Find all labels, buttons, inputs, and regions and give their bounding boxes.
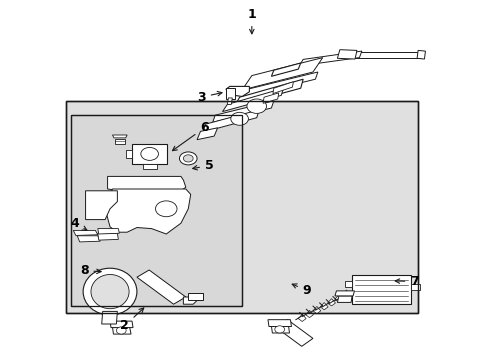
Polygon shape xyxy=(263,93,278,103)
Text: 3: 3 xyxy=(197,91,222,104)
Polygon shape xyxy=(334,295,342,302)
Polygon shape xyxy=(305,310,313,318)
Bar xyxy=(71,115,242,306)
Polygon shape xyxy=(234,79,303,106)
Circle shape xyxy=(246,99,266,113)
Text: 9: 9 xyxy=(292,284,311,297)
Polygon shape xyxy=(107,176,185,193)
Bar xyxy=(71,115,242,306)
Polygon shape xyxy=(342,291,349,298)
Polygon shape xyxy=(320,302,327,310)
Polygon shape xyxy=(299,51,361,66)
Polygon shape xyxy=(272,82,293,94)
Polygon shape xyxy=(225,86,249,96)
Polygon shape xyxy=(410,284,419,290)
Text: 2: 2 xyxy=(120,308,143,332)
Polygon shape xyxy=(85,191,117,220)
Polygon shape xyxy=(142,164,156,169)
Circle shape xyxy=(179,152,197,165)
Text: 6: 6 xyxy=(172,121,208,151)
Polygon shape xyxy=(312,306,320,314)
Polygon shape xyxy=(416,50,425,59)
Polygon shape xyxy=(102,311,117,324)
Text: 7: 7 xyxy=(394,275,418,288)
Polygon shape xyxy=(298,314,305,321)
Circle shape xyxy=(116,327,126,334)
Bar xyxy=(351,275,410,304)
Polygon shape xyxy=(271,326,289,333)
Polygon shape xyxy=(105,189,190,234)
Text: 1: 1 xyxy=(247,8,256,34)
Text: 8: 8 xyxy=(80,264,101,277)
Polygon shape xyxy=(276,320,312,346)
Polygon shape xyxy=(242,58,322,90)
Polygon shape xyxy=(242,72,317,97)
Polygon shape xyxy=(344,281,351,287)
Polygon shape xyxy=(227,98,232,104)
Bar xyxy=(66,101,417,313)
Polygon shape xyxy=(183,297,198,304)
Polygon shape xyxy=(271,63,300,76)
Polygon shape xyxy=(126,150,132,158)
Circle shape xyxy=(230,112,248,125)
Polygon shape xyxy=(225,88,234,99)
Polygon shape xyxy=(73,230,98,235)
Polygon shape xyxy=(337,296,351,302)
Polygon shape xyxy=(337,50,356,59)
Polygon shape xyxy=(110,321,133,328)
Ellipse shape xyxy=(83,268,137,315)
Text: 4: 4 xyxy=(70,217,87,230)
Circle shape xyxy=(141,148,158,161)
Polygon shape xyxy=(137,270,185,304)
Polygon shape xyxy=(98,229,119,234)
Bar xyxy=(132,144,167,164)
Circle shape xyxy=(274,326,284,333)
Polygon shape xyxy=(197,128,217,140)
Polygon shape xyxy=(77,236,100,242)
Polygon shape xyxy=(222,88,283,112)
Text: 5: 5 xyxy=(192,159,213,172)
Polygon shape xyxy=(115,139,124,144)
Polygon shape xyxy=(212,101,273,122)
Circle shape xyxy=(155,201,177,217)
Bar xyxy=(66,101,417,313)
Polygon shape xyxy=(188,293,203,300)
Polygon shape xyxy=(267,320,291,327)
Polygon shape xyxy=(203,110,259,132)
Polygon shape xyxy=(112,135,127,138)
Polygon shape xyxy=(98,233,118,240)
Polygon shape xyxy=(327,299,335,306)
Polygon shape xyxy=(112,327,131,334)
Ellipse shape xyxy=(91,275,129,309)
Circle shape xyxy=(183,155,193,162)
Polygon shape xyxy=(351,52,420,58)
Polygon shape xyxy=(334,291,354,296)
